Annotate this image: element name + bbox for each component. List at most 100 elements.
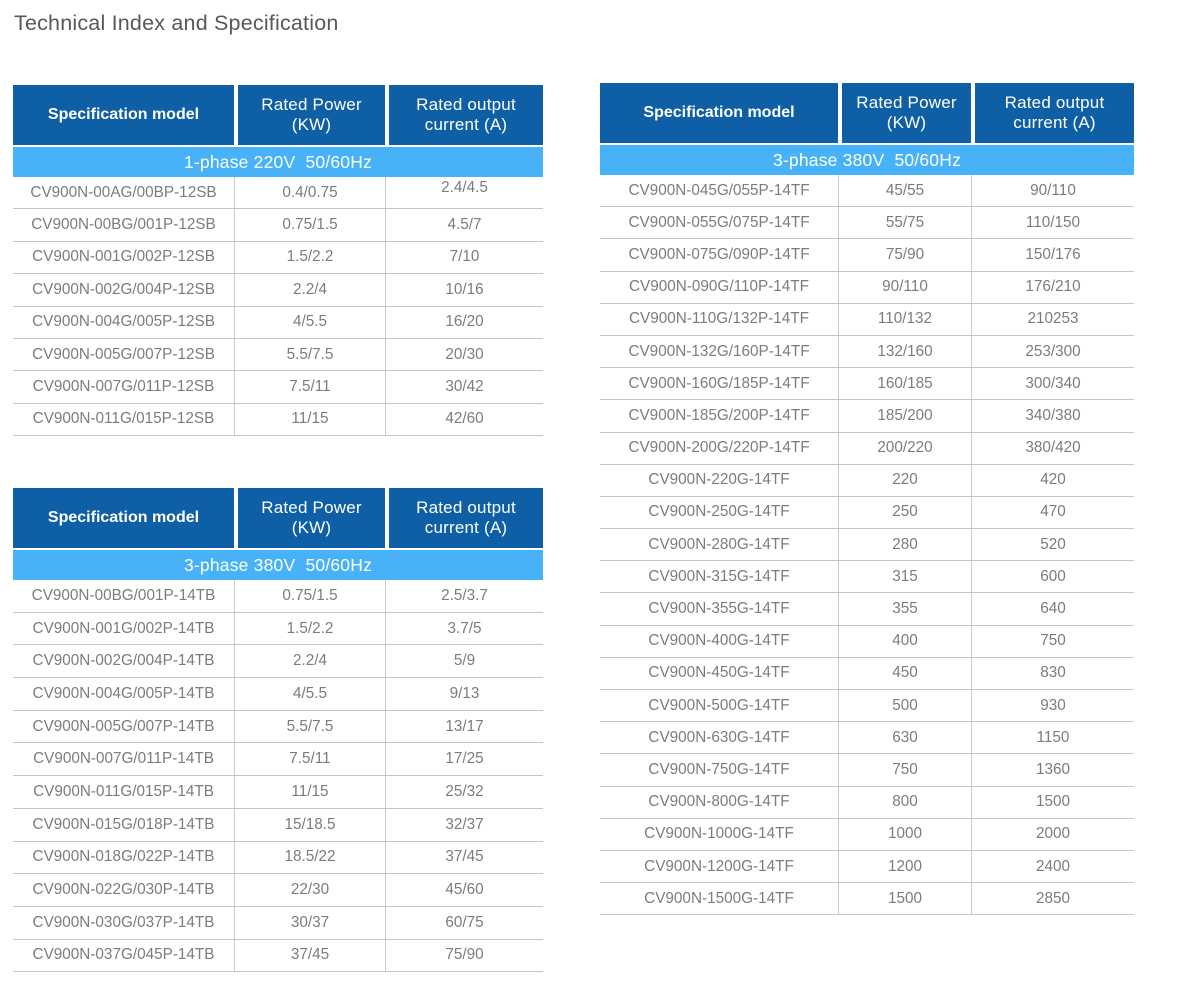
power-cell: 55/75 (838, 207, 971, 239)
column-header-rated-power-line2: (KW) (886, 113, 927, 132)
power-cell: 22/30 (234, 874, 385, 906)
table-header: Specification model Rated Power (KW) Rat… (13, 488, 543, 548)
current-cell: 17/25 (385, 743, 543, 776)
model-cell: CV900N-015G/018P-14TB (32, 815, 215, 833)
power-cell: 5.5/7.5 (234, 338, 385, 371)
power-cell: 4/5.5 (234, 306, 385, 338)
table-row: CV900N-037G/045P-14TB 37/45 75/90 (13, 939, 543, 973)
power-cell: 7.5/11 (234, 743, 385, 776)
power-cell: 4/5.5 (234, 678, 385, 710)
model-cell: CV900N-160G/185P-14TF (628, 374, 810, 392)
power-cell: 30/37 (234, 906, 385, 939)
table-row: CV900N-002G/004P-14TB 2.2/4 5/9 (13, 645, 543, 679)
power-cell: 400 (838, 625, 971, 657)
column-header-rated-power-line2: (KW) (291, 518, 332, 537)
model-cell: CV900N-007G/011P-12SB (32, 378, 215, 396)
current-cell: 5/9 (385, 645, 543, 678)
current-cell: 75/90 (385, 939, 543, 972)
table-header: Specification model Rated Power (KW) Rat… (13, 85, 543, 145)
model-cell: CV900N-045G/055P-14TF (628, 181, 810, 199)
power-cell: 280 (838, 529, 971, 561)
table-row: CV900N-00AG/00BP-12SB 0.4/0.75 2.4/4.5 (13, 177, 543, 210)
power-cell: 2.2/4 (234, 274, 385, 306)
column-header-model: Specification model (13, 85, 234, 145)
table-row: CV900N-045G/055P-14TF 45/55 90/110 (600, 175, 1134, 208)
table-row: CV900N-315G-14TF 315 600 (600, 561, 1134, 594)
column-header-rated-power: Rated Power (KW) (838, 83, 971, 143)
table-row: CV900N-132G/160P-14TF 132/160 253/300 (600, 335, 1134, 369)
spec-table-3phase-380v-large: Specification model Rated Power (KW) Rat… (600, 83, 1134, 916)
model-cell: CV900N-220G-14TF (648, 471, 790, 489)
column-header-model: Specification model (13, 488, 234, 548)
table-row: CV900N-400G-14TF 400 750 (600, 625, 1134, 658)
column-header-rated-current-line1: Rated output (416, 497, 516, 517)
current-cell: 32/37 (385, 808, 543, 841)
model-cell: CV900N-400G-14TF (648, 632, 790, 650)
table-row: CV900N-018G/022P-14TB 18.5/22 37/45 (13, 841, 543, 875)
table-row: CV900N-075G/090P-14TF 75/90 150/176 (600, 239, 1134, 272)
current-cell: 1360 (971, 754, 1134, 786)
power-cell: 1200 (838, 850, 971, 883)
current-cell: 2.4/4.5 (385, 177, 543, 209)
current-cell: 930 (971, 690, 1134, 722)
table-row: CV900N-090G/110P-14TF 90/110 176/210 (600, 271, 1134, 304)
model-cell: CV900N-110G/132P-14TF (629, 310, 809, 328)
table-row: CV900N-280G-14TF 280 520 (600, 529, 1134, 562)
model-cell: CV900N-280G-14TF (648, 535, 790, 553)
column-header-model-label: Specification model (47, 105, 200, 123)
power-cell: 18.5/22 (234, 841, 385, 874)
table-row: CV900N-00BG/001P-12SB 0.75/1.5 4.5/7 (13, 209, 543, 242)
table-row: CV900N-200G/220P-14TF 200/220 380/420 (600, 432, 1134, 465)
model-cell: CV900N-630G-14TF (648, 728, 790, 746)
table-row: CV900N-022G/030P-14TB 22/30 45/60 (13, 874, 543, 907)
table-row: CV900N-030G/037P-14TB 30/37 60/75 (13, 906, 543, 940)
table-row: CV900N-001G/002P-12SB 1.5/2.2 7/10 (13, 241, 543, 275)
current-cell: 10/16 (385, 274, 543, 306)
current-cell: 45/60 (385, 874, 543, 906)
model-cell: CV900N-450G-14TF (648, 664, 790, 682)
current-cell: 380/420 (971, 432, 1134, 464)
current-cell: 60/75 (385, 906, 543, 939)
power-cell: 185/200 (838, 400, 971, 432)
power-cell: 630 (838, 722, 971, 754)
table-row: CV900N-001G/002P-14TB 1.5/2.2 3.7/5 (13, 612, 543, 646)
column-header-rated-power: Rated Power (KW) (234, 85, 385, 145)
current-cell: 176/210 (971, 271, 1134, 303)
model-cell: CV900N-037G/045P-14TB (32, 946, 215, 964)
column-header-rated-power-line1: Rated Power (261, 497, 362, 517)
table-row: CV900N-220G-14TF 220 420 (600, 464, 1134, 497)
current-cell: 340/380 (971, 400, 1134, 432)
table-row: CV900N-1200G-14TF 1200 2400 (600, 850, 1134, 884)
current-cell: 42/60 (385, 403, 543, 436)
model-cell: CV900N-1200G-14TF (644, 857, 794, 875)
current-cell: 37/45 (385, 841, 543, 874)
power-cell: 1500 (838, 883, 971, 915)
column-header-model-label: Specification model (643, 103, 795, 121)
model-cell: CV900N-315G-14TF (648, 567, 790, 585)
table-row: CV900N-1000G-14TF 1000 2000 (600, 818, 1134, 851)
phase-banner: 3-phase 380V 50/60Hz (600, 145, 1134, 175)
table-row: CV900N-185G/200P-14TF 185/200 340/380 (600, 400, 1134, 433)
current-cell: 1150 (971, 722, 1134, 754)
spec-table-3phase-380v-small: Specification model Rated Power (KW) Rat… (13, 488, 543, 973)
current-cell: 3.7/5 (385, 612, 543, 645)
table-row: CV900N-800G-14TF 800 1500 (600, 786, 1134, 819)
current-cell: 830 (971, 657, 1134, 689)
current-cell: 520 (971, 529, 1134, 561)
table-row: CV900N-011G/015P-14TB 11/15 25/32 (13, 776, 543, 809)
model-cell: CV900N-800G-14TF (648, 793, 790, 811)
power-cell: 750 (838, 754, 971, 786)
power-cell: 75/90 (838, 239, 971, 271)
model-cell: CV900N-001G/002P-14TB (32, 619, 215, 637)
power-cell: 0.75/1.5 (234, 580, 385, 612)
page-title: Technical Index and Specification (14, 11, 339, 35)
current-cell: 20/30 (385, 338, 543, 371)
power-cell: 250 (838, 496, 971, 529)
power-cell: 0.4/0.75 (234, 177, 385, 209)
model-cell: CV900N-250G-14TF (648, 503, 790, 521)
table-row: CV900N-007G/011P-12SB 7.5/11 30/42 (13, 371, 543, 404)
model-cell: CV900N-018G/022P-14TB (32, 848, 215, 866)
model-cell: CV900N-001G/002P-12SB (32, 248, 215, 266)
table-body: CV900N-045G/055P-14TF 45/55 90/110 CV900N-0… (600, 175, 1134, 916)
